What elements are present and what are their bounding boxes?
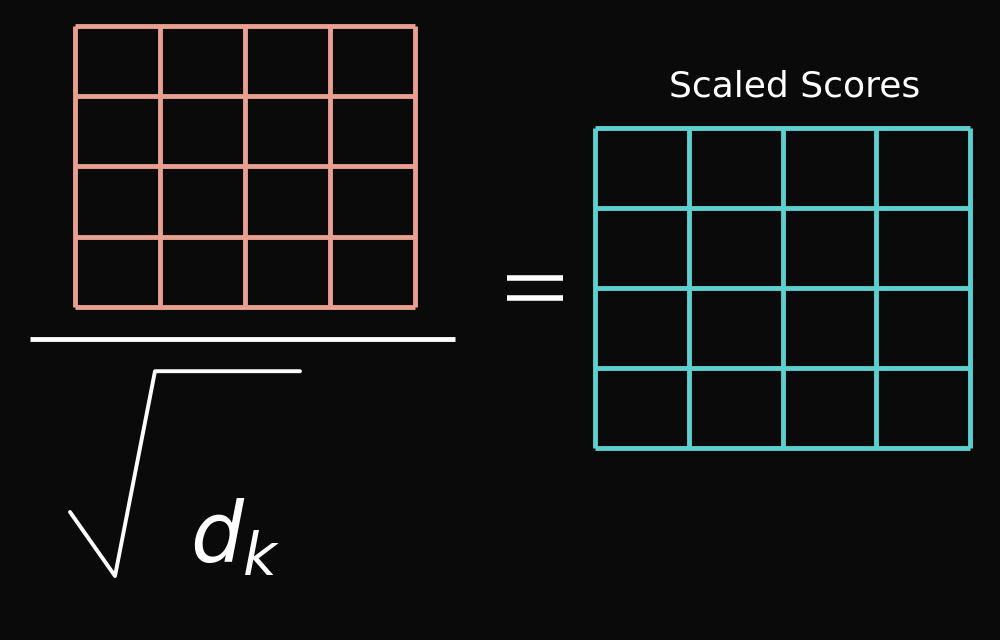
Text: $d_k$: $d_k$ <box>190 497 280 579</box>
Text: Scaled Scores: Scaled Scores <box>669 69 921 104</box>
